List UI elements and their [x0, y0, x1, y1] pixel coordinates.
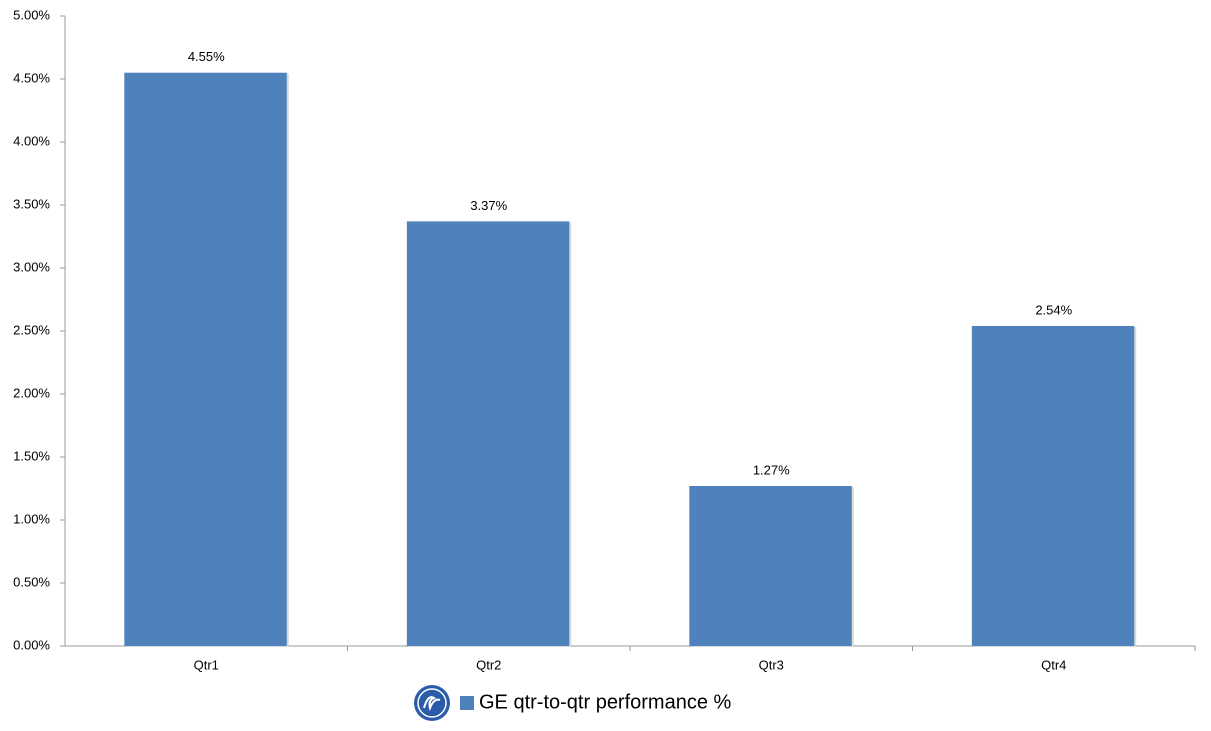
bar [689, 485, 852, 646]
y-tick-label: 5.00% [13, 7, 50, 22]
legend-label: GE qtr-to-qtr performance % [479, 691, 732, 713]
y-tick-label: 1.50% [13, 448, 50, 463]
logo-mark [423, 696, 441, 712]
data-label: 3.37% [470, 198, 507, 213]
bar [971, 325, 1135, 646]
y-tick-label: 4.00% [13, 133, 50, 148]
y-tick-label: 2.00% [13, 385, 50, 400]
y-tick-label: 4.50% [13, 70, 50, 85]
y-tick-label: 3.00% [13, 259, 50, 274]
y-tick-label: 3.50% [13, 196, 50, 211]
x-tick-label: Qtr2 [476, 657, 501, 672]
x-tick-label: Qtr4 [1041, 657, 1066, 672]
data-label: 4.55% [188, 49, 225, 64]
y-tick-label: 2.50% [13, 322, 50, 337]
x-tick-label: Qtr1 [194, 657, 219, 672]
ge-logo [414, 685, 450, 721]
x-tick-label: Qtr3 [759, 657, 784, 672]
y-tick-label: 1.00% [13, 511, 50, 526]
y-tick-label: 0.00% [13, 637, 50, 652]
data-label: 2.54% [1035, 302, 1072, 317]
bar [124, 72, 287, 646]
data-label: 1.27% [753, 462, 790, 477]
bar [406, 221, 570, 646]
y-tick-label: 0.50% [13, 574, 50, 589]
legend-swatch [460, 696, 474, 710]
logo-ring [417, 688, 447, 718]
